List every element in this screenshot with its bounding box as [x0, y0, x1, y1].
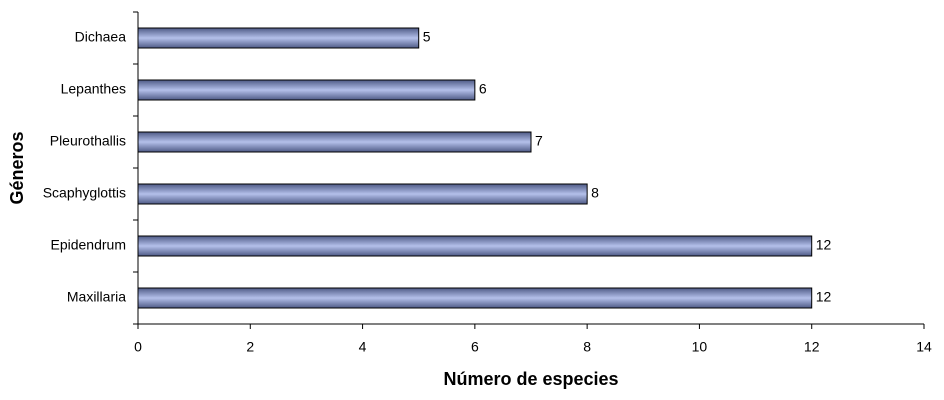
data-label: 7	[535, 133, 543, 149]
x-tick-label: 14	[916, 339, 932, 355]
x-tick-label: 10	[692, 339, 708, 355]
bar	[137, 235, 813, 257]
y-tick-label: Epidendrum	[51, 237, 127, 253]
bar	[137, 27, 420, 49]
data-label: 12	[816, 289, 832, 305]
data-label: 12	[816, 237, 832, 253]
y-tick-label: Maxillaria	[67, 289, 126, 305]
y-axis-title: Géneros	[7, 131, 27, 204]
x-tick-label: 12	[804, 339, 820, 355]
x-tick-label: 8	[583, 339, 591, 355]
data-label: 8	[591, 185, 599, 201]
bar	[137, 79, 476, 101]
data-label: 5	[423, 29, 431, 45]
x-axis-title: Número de especies	[443, 369, 618, 389]
x-tick-label: 6	[471, 339, 479, 355]
y-tick-label: Dichaea	[75, 29, 127, 45]
x-tick-label: 2	[246, 339, 254, 355]
bar	[137, 131, 532, 153]
x-tick-label: 0	[134, 339, 142, 355]
bar	[137, 287, 813, 309]
bar	[137, 183, 588, 205]
y-tick-label: Pleurothallis	[50, 133, 126, 149]
data-label: 6	[479, 81, 487, 97]
x-tick-label: 4	[359, 339, 367, 355]
y-tick-label: Lepanthes	[61, 81, 126, 97]
y-tick-label: Scaphyglottis	[43, 185, 126, 201]
